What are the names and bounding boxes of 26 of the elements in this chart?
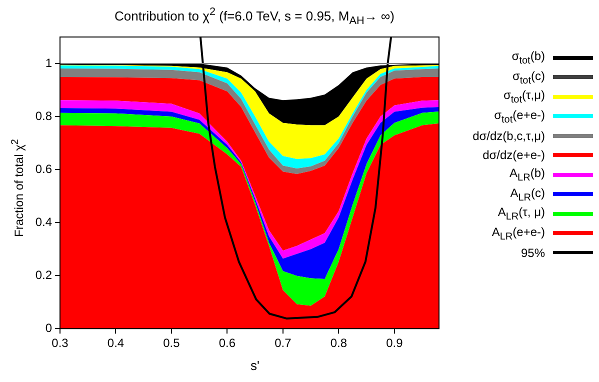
legend-label: σ$_{tot}$(c) xyxy=(512,68,545,86)
x-tick-label: 0.6 xyxy=(218,336,236,350)
y-tick-label: 0.6 xyxy=(35,162,52,176)
x-tick-label: 0.4 xyxy=(107,336,124,350)
y-tick-label: 1 xyxy=(45,56,52,70)
legend-label: A$_{LR}$(e+e-) xyxy=(492,224,545,242)
x-tick-label: 0.7 xyxy=(274,336,292,350)
y-tick-label: 0.2 xyxy=(35,268,52,282)
x-tick-label: 0.8 xyxy=(330,336,348,350)
legend-label: A$_{LR}$(τ, μ) xyxy=(498,205,545,222)
legend-label: σ$_{tot}$(τ,μ) xyxy=(503,88,545,106)
legend-label: A$_{LR}$(c) xyxy=(510,186,545,203)
y-tick-label: 0.4 xyxy=(35,214,52,229)
legend-label: dσ/dz(b,c,τ,μ) xyxy=(472,128,545,143)
x-tick-label: 0.5 xyxy=(163,336,180,350)
chart-title: Contribution to χ$^{2}$ (f=6.0 TeV, s = 0.95, M$_{A}$$_{H}$→ ∞) xyxy=(113,6,396,27)
x-tick-label: 0.9 xyxy=(386,336,404,350)
legend-label: σ$_{tot}$(b) xyxy=(512,49,545,66)
y-tick-label: 0.8 xyxy=(35,108,52,123)
legend-label: A$_{LR}$(b) xyxy=(510,166,545,184)
x-axis-title: s' xyxy=(250,358,260,373)
x-tick-label: 0.3 xyxy=(52,336,69,350)
legend-label: dσ/dz(e+e-) xyxy=(482,148,545,162)
legend-label: σ$_{tot}$(e+e-) xyxy=(494,108,545,125)
y-tick-label: 0 xyxy=(45,320,52,335)
legend-label: 95% xyxy=(520,246,545,260)
